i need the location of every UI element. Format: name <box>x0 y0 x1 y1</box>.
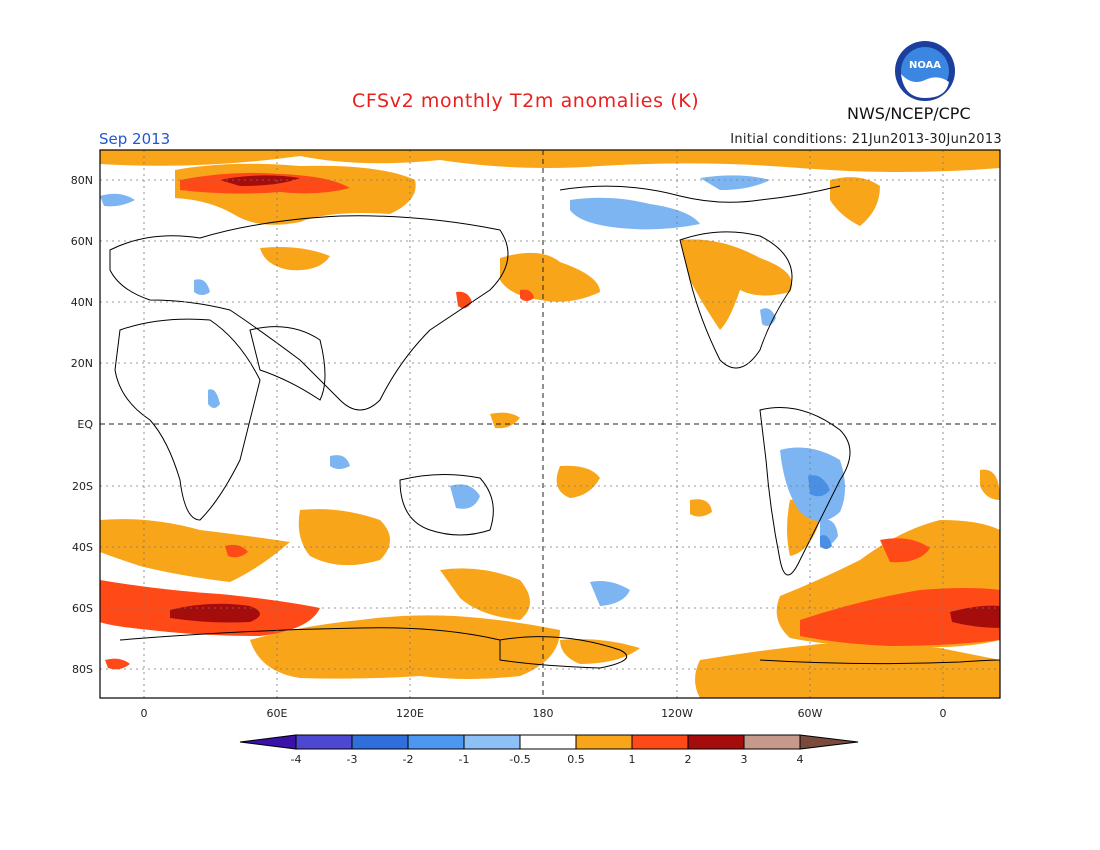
colorbar-tick: 1 <box>629 753 636 766</box>
lat-label: 80S <box>72 663 93 676</box>
colorbar-segment <box>519 734 577 750</box>
longitude-labels: 0 60E 120E 180 120W 60W 0 <box>141 707 947 720</box>
noaa-logo-icon: NOAA <box>895 41 955 101</box>
colorbar-segment <box>295 734 353 750</box>
latitude-labels: 80N 60N 40N 20N EQ 20S 40S 60S 80S <box>71 174 94 676</box>
forecast-month: Sep 2013 <box>99 130 171 148</box>
colorbar-segment <box>407 734 465 750</box>
lat-label: 60N <box>71 235 93 248</box>
very-warm-regions <box>170 175 1000 628</box>
lat-label: 40S <box>72 541 93 554</box>
colorbar-tick: 4 <box>797 753 804 766</box>
lon-label: 120E <box>396 707 424 720</box>
colorbar-tick: 0.5 <box>567 753 585 766</box>
colorbar-tick: -1 <box>459 753 470 766</box>
colorbar-tick: -4 <box>291 753 302 766</box>
colorbar-segment <box>463 734 521 750</box>
colorbar <box>239 734 859 750</box>
map-title: CFSv2 monthly T2m anomalies (K) <box>352 90 700 112</box>
lon-label: 60W <box>798 707 823 720</box>
colorbar-segment <box>799 734 859 750</box>
agency-label: NWS/NCEP/CPC <box>847 104 971 123</box>
equator-dateline <box>100 150 1000 698</box>
lat-label: 60S <box>72 602 93 615</box>
map-frame <box>99 149 1001 699</box>
colorbar-tick: 2 <box>685 753 692 766</box>
gridlines <box>100 150 1000 698</box>
lat-label: 80N <box>71 174 93 187</box>
logo-text: NOAA <box>909 60 941 71</box>
lon-label: 0 <box>940 707 947 720</box>
colorbar-tick: 3 <box>741 753 748 766</box>
colorbar-segment <box>687 734 745 750</box>
colorbar-segment <box>631 734 689 750</box>
colorbar-segment <box>351 734 409 750</box>
lon-label: 0 <box>141 707 148 720</box>
lon-label: 60E <box>267 707 288 720</box>
colorbar-tick: -0.5 <box>509 753 530 766</box>
colorbar-segment <box>743 734 801 750</box>
lon-label: 120W <box>661 707 693 720</box>
colorbar-ticks: -4 -3 -2 -1 -0.5 0.5 1 2 3 4 <box>291 753 804 766</box>
lat-label: 20N <box>71 357 93 370</box>
colorbar-segment <box>239 734 297 750</box>
lat-label: EQ <box>77 418 93 431</box>
warm-anomaly-regions <box>100 150 1000 698</box>
strong-cool-regions <box>808 475 832 549</box>
lat-label: 40N <box>71 296 93 309</box>
colorbar-tick: -3 <box>347 753 358 766</box>
coastlines <box>109 185 1000 669</box>
initial-conditions: Initial conditions: 21Jun2013-30Jun2013 <box>730 132 1002 147</box>
lon-label: 180 <box>533 707 554 720</box>
lat-label: 20S <box>72 480 93 493</box>
colorbar-tick: -2 <box>403 753 414 766</box>
colorbar-segment <box>575 734 633 750</box>
